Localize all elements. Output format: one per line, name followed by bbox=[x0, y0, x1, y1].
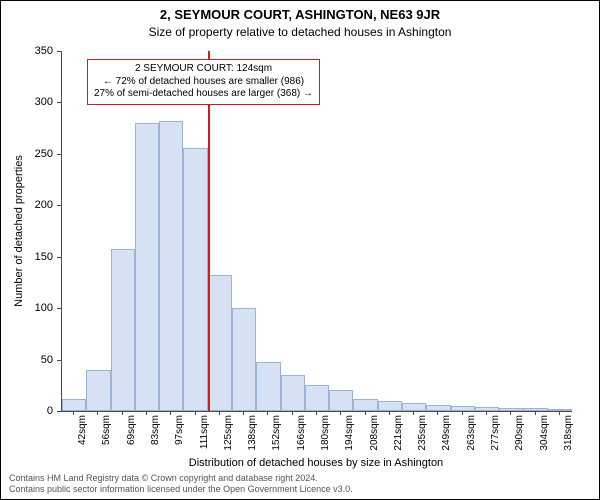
y-tick-label: 100 bbox=[13, 302, 53, 314]
x-tick-label: 83sqm bbox=[150, 415, 161, 455]
x-tick-mark bbox=[243, 411, 244, 415]
x-tick-mark bbox=[510, 411, 511, 415]
x-tick-mark bbox=[195, 411, 196, 415]
x-tick-label: 235sqm bbox=[417, 415, 428, 455]
callout-line-1: 2 SEYMOUR COURT: 124sqm bbox=[94, 63, 313, 76]
x-tick-mark bbox=[340, 411, 341, 415]
footer-attribution: Contains HM Land Registry data © Crown c… bbox=[9, 473, 353, 495]
x-axis-label: Distribution of detached houses by size … bbox=[61, 457, 571, 469]
x-tick-mark bbox=[365, 411, 366, 415]
x-tick-mark bbox=[559, 411, 560, 415]
x-tick-label: 208sqm bbox=[369, 415, 380, 455]
x-tick-label: 42sqm bbox=[77, 415, 88, 455]
x-tick-mark bbox=[413, 411, 414, 415]
chart-title: 2, SEYMOUR COURT, ASHINGTON, NE63 9JR bbox=[1, 7, 599, 22]
x-tick-mark bbox=[122, 411, 123, 415]
histogram-bar bbox=[86, 370, 110, 411]
x-tick-label: 138sqm bbox=[247, 415, 258, 455]
chart-frame: 2, SEYMOUR COURT, ASHINGTON, NE63 9JR Si… bbox=[0, 0, 600, 500]
property-marker-line bbox=[208, 51, 210, 411]
x-tick-label: 180sqm bbox=[320, 415, 331, 455]
x-tick-mark bbox=[97, 411, 98, 415]
histogram-bar bbox=[183, 148, 207, 411]
histogram-bar bbox=[208, 275, 232, 411]
callout-line-2: ← 72% of detached houses are smaller (98… bbox=[94, 76, 313, 89]
x-tick-label: 166sqm bbox=[296, 415, 307, 455]
histogram-bar bbox=[159, 121, 183, 411]
histogram-bar bbox=[499, 408, 523, 411]
x-tick-label: 221sqm bbox=[393, 415, 404, 455]
x-tick-label: 194sqm bbox=[344, 415, 355, 455]
x-tick-label: 304sqm bbox=[539, 415, 550, 455]
histogram-bar bbox=[353, 399, 377, 411]
property-callout: 2 SEYMOUR COURT: 124sqm ← 72% of detache… bbox=[87, 59, 320, 105]
x-tick-label: 263sqm bbox=[466, 415, 477, 455]
histogram-bar bbox=[111, 249, 135, 412]
chart-subtitle: Size of property relative to detached ho… bbox=[1, 25, 599, 39]
y-tick-label: 350 bbox=[13, 45, 53, 57]
footer-line-1: Contains HM Land Registry data © Crown c… bbox=[9, 473, 353, 484]
x-tick-mark bbox=[462, 411, 463, 415]
histogram-bar bbox=[135, 123, 159, 411]
x-tick-label: 249sqm bbox=[441, 415, 452, 455]
histogram-bar bbox=[402, 403, 426, 411]
x-tick-label: 152sqm bbox=[271, 415, 282, 455]
histogram-bar bbox=[548, 409, 572, 411]
x-tick-label: 97sqm bbox=[174, 415, 185, 455]
footer-line-2: Contains public sector information licen… bbox=[9, 484, 353, 495]
x-tick-label: 56sqm bbox=[101, 415, 112, 455]
histogram-bar bbox=[62, 399, 86, 411]
y-tick-label: 250 bbox=[13, 148, 53, 160]
histogram-bar bbox=[256, 362, 280, 411]
y-tick-label: 300 bbox=[13, 96, 53, 108]
x-tick-label: 111sqm bbox=[199, 415, 210, 455]
y-tick-label: 0 bbox=[13, 405, 53, 417]
plot-area bbox=[61, 51, 572, 412]
histogram-bar bbox=[426, 405, 450, 411]
histogram-bar bbox=[329, 390, 353, 411]
histogram-bar bbox=[451, 406, 475, 411]
histogram-bar bbox=[232, 308, 256, 411]
y-tick-label: 200 bbox=[13, 199, 53, 211]
x-tick-mark bbox=[146, 411, 147, 415]
x-tick-mark bbox=[316, 411, 317, 415]
x-tick-mark bbox=[292, 411, 293, 415]
x-tick-label: 290sqm bbox=[514, 415, 525, 455]
histogram-bar bbox=[378, 401, 402, 411]
callout-line-3: 27% of semi-detached houses are larger (… bbox=[94, 88, 313, 101]
x-tick-mark bbox=[219, 411, 220, 415]
y-tick-label: 150 bbox=[13, 251, 53, 263]
x-tick-mark bbox=[170, 411, 171, 415]
x-tick-label: 69sqm bbox=[126, 415, 137, 455]
x-tick-mark bbox=[73, 411, 74, 415]
x-tick-mark bbox=[389, 411, 390, 415]
x-tick-mark bbox=[486, 411, 487, 415]
x-tick-label: 318sqm bbox=[563, 415, 574, 455]
histogram-bar bbox=[281, 375, 305, 411]
x-tick-mark bbox=[437, 411, 438, 415]
x-tick-label: 125sqm bbox=[223, 415, 234, 455]
x-tick-mark bbox=[267, 411, 268, 415]
histogram-bar bbox=[523, 408, 547, 411]
x-tick-label: 277sqm bbox=[490, 415, 501, 455]
x-tick-mark bbox=[535, 411, 536, 415]
histogram-bar bbox=[305, 385, 329, 411]
y-tick-label: 50 bbox=[13, 354, 53, 366]
